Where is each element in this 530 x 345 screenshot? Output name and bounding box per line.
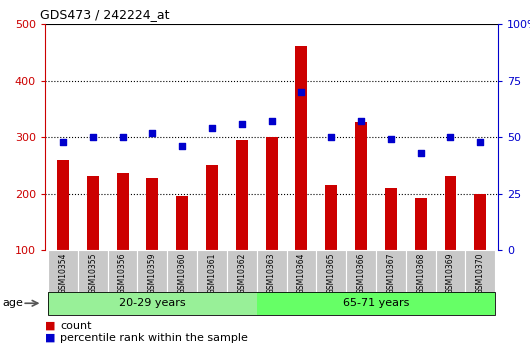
Bar (206, 165, 218, 250)
Bar (257, 250, 287, 292)
Text: GSM10367: GSM10367 (386, 252, 395, 294)
Bar (227, 250, 257, 292)
Point (446, 134, 455, 140)
Bar (176, 196, 188, 250)
Text: age: age (3, 298, 23, 308)
Text: 20-29 years: 20-29 years (119, 298, 186, 308)
Text: ■: ■ (45, 321, 56, 331)
Bar (436, 250, 465, 292)
Bar (287, 250, 316, 292)
Bar (465, 250, 495, 292)
Text: GSM10359: GSM10359 (148, 252, 157, 294)
Text: GSM10354: GSM10354 (58, 252, 67, 294)
Bar (167, 250, 197, 292)
Bar (266, 137, 278, 250)
Text: GSM10355: GSM10355 (89, 252, 97, 294)
Text: GSM10356: GSM10356 (118, 252, 127, 294)
Point (89, 134, 97, 140)
Point (208, 125, 216, 131)
Point (417, 150, 425, 156)
Text: GSM10364: GSM10364 (297, 252, 306, 294)
Point (297, 89, 306, 95)
Bar (87, 176, 99, 250)
Bar (295, 46, 307, 250)
Text: ■: ■ (45, 333, 56, 343)
Text: count: count (60, 321, 91, 331)
Bar (385, 188, 397, 250)
Bar (257, 292, 495, 315)
Point (118, 134, 127, 140)
Text: GSM10370: GSM10370 (476, 252, 485, 294)
Bar (78, 250, 108, 292)
Bar (48, 250, 78, 292)
Bar (137, 250, 167, 292)
Bar (346, 250, 376, 292)
Bar (445, 176, 456, 250)
Text: GSM10362: GSM10362 (237, 252, 246, 294)
Text: GSM10366: GSM10366 (357, 252, 366, 294)
Bar (355, 122, 367, 250)
Point (267, 119, 276, 124)
Point (237, 121, 246, 126)
Text: GDS473 / 242224_at: GDS473 / 242224_at (40, 8, 169, 21)
Text: GSM10369: GSM10369 (446, 252, 455, 294)
Text: percentile rank within the sample: percentile rank within the sample (60, 333, 248, 343)
Point (476, 139, 484, 145)
Text: GSM10361: GSM10361 (208, 252, 216, 294)
Bar (406, 250, 436, 292)
Point (59, 139, 67, 145)
Text: GSM10365: GSM10365 (327, 252, 335, 294)
Bar (414, 198, 427, 250)
Bar (57, 160, 69, 250)
Bar (146, 178, 158, 250)
Text: 65-71 years: 65-71 years (343, 298, 409, 308)
Bar (325, 185, 337, 250)
Bar (376, 250, 406, 292)
Bar (108, 250, 137, 292)
Point (178, 144, 187, 149)
Point (327, 134, 335, 140)
Point (148, 130, 157, 135)
Text: GSM10368: GSM10368 (416, 252, 425, 294)
Bar (48, 292, 257, 315)
Bar (236, 140, 248, 250)
Text: GSM10360: GSM10360 (178, 252, 187, 294)
Bar (197, 250, 227, 292)
Text: GSM10363: GSM10363 (267, 252, 276, 294)
Bar (474, 194, 487, 250)
Bar (117, 173, 129, 250)
Point (386, 137, 395, 142)
Bar (316, 250, 346, 292)
Point (357, 119, 365, 124)
